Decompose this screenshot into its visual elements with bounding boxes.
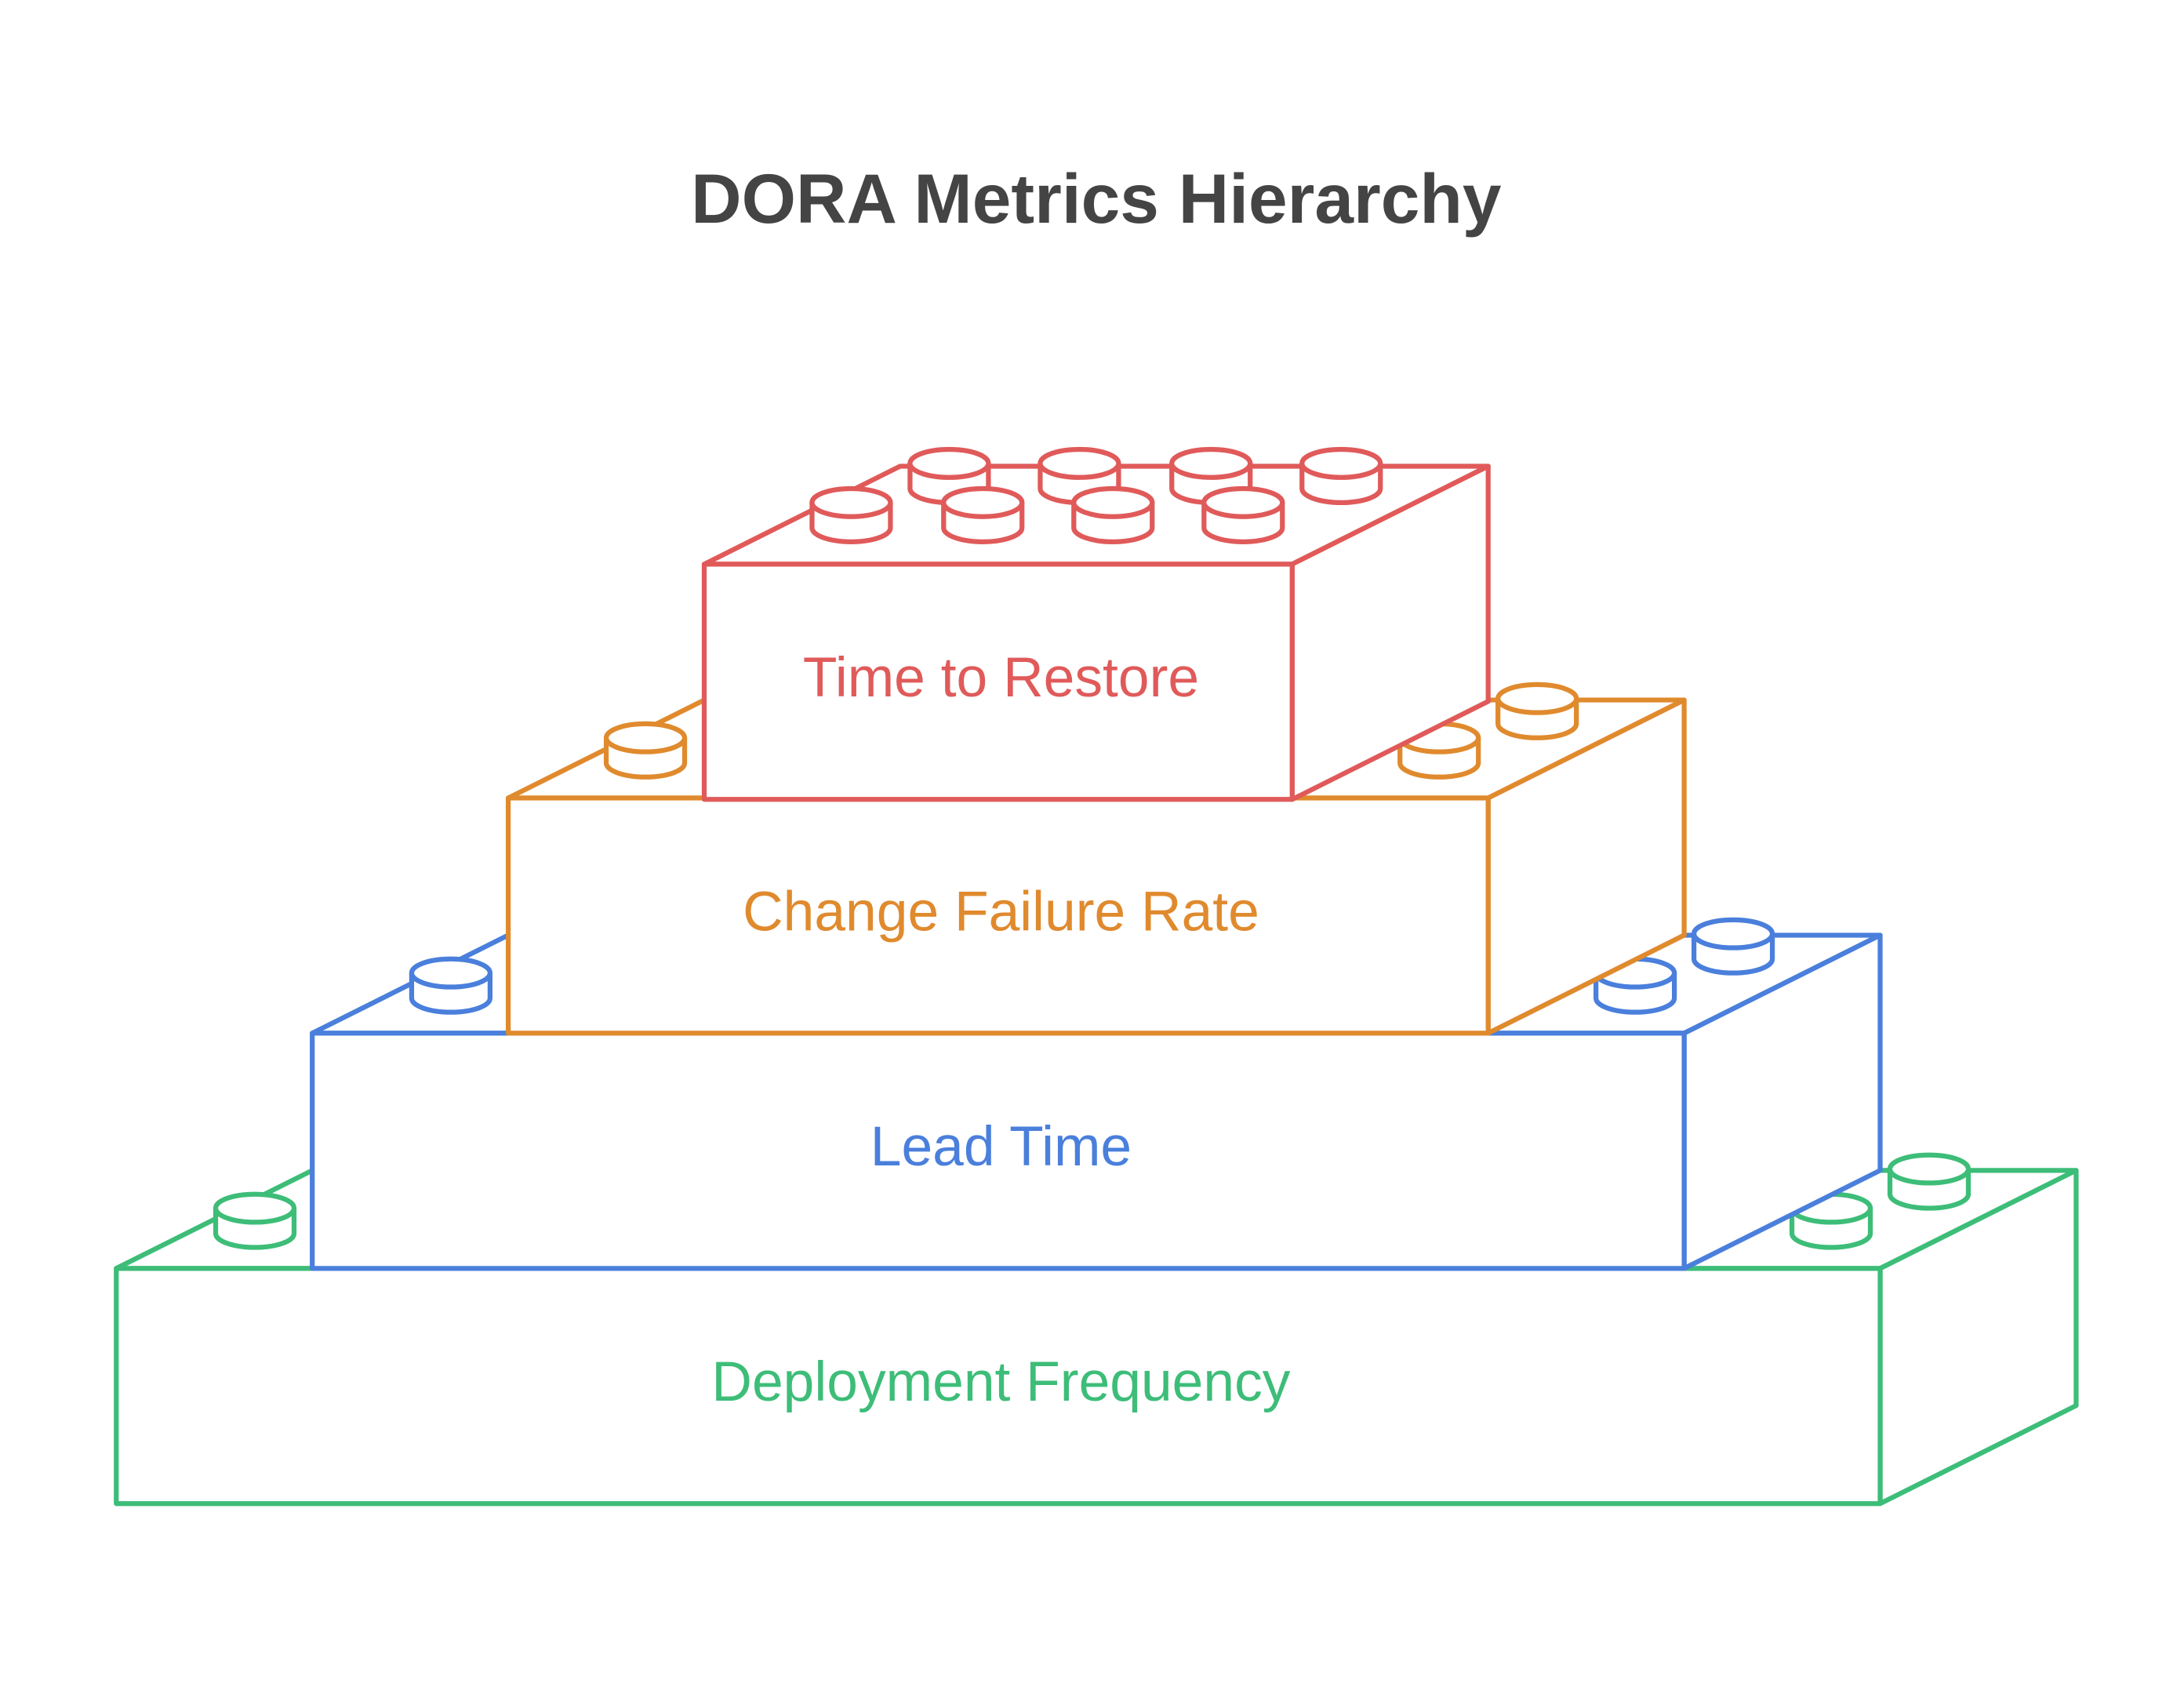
layer-label: Deployment Frequency	[711, 1350, 1290, 1413]
stud-top	[941, 485, 1025, 519]
brick-front	[701, 562, 1295, 802]
layer-label: Change Failure Rate	[743, 880, 1259, 943]
stud-top	[1201, 485, 1285, 519]
stud-top	[809, 485, 893, 519]
stud-top	[213, 1191, 297, 1225]
stud-top	[1691, 917, 1775, 951]
stud-top	[1495, 682, 1579, 715]
stud-top	[907, 446, 991, 480]
brick-front	[114, 1266, 1883, 1507]
stud-top	[603, 721, 688, 754]
stud-top	[409, 956, 493, 990]
stud-top	[1299, 446, 1383, 480]
brick-front	[310, 1031, 1687, 1271]
stud-top	[1071, 485, 1155, 519]
stud-top	[1887, 1152, 1971, 1186]
brick	[701, 446, 1491, 802]
brick-front	[505, 795, 1491, 1036]
layer-label: Lead Time	[870, 1115, 1132, 1178]
stud-top	[1169, 446, 1253, 480]
bricks: Deployment Frequency Lead Time Change Fail…	[114, 446, 2079, 1507]
layer-label: Time to Restore	[803, 646, 1199, 709]
stud-top	[1037, 446, 1121, 480]
title: DORA Metrics Hierarchy	[691, 159, 1502, 238]
